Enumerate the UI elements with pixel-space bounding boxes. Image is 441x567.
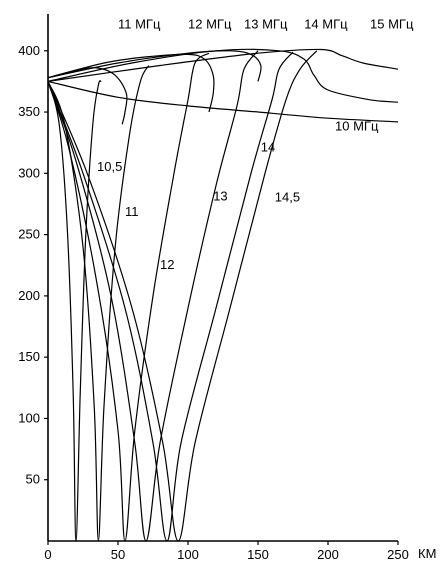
series-label-10: 14 МГц — [304, 17, 348, 32]
x-tick-label: 100 — [177, 547, 199, 562]
series-label-8: 12 МГц — [188, 17, 232, 32]
series-label-2: 12 — [160, 257, 174, 272]
ray-series-8 — [47, 53, 215, 113]
ray-series-2 — [47, 52, 210, 542]
y-tick-label: 100 — [18, 410, 40, 425]
y-tick-label: 200 — [18, 288, 40, 303]
series-label-4: 14 — [261, 139, 275, 154]
axes-layer — [47, 14, 398, 542]
ray-series-9 — [47, 50, 262, 82]
series-label-5: 14,5 — [275, 190, 300, 205]
x-tick-label: 200 — [317, 547, 339, 562]
ray-series-1 — [47, 65, 150, 542]
y-tick-label: 300 — [18, 165, 40, 180]
ray-series-0 — [47, 80, 102, 542]
y-tick-label: 50 — [26, 472, 40, 487]
ray-series-10 — [47, 48, 399, 103]
series-layer — [47, 48, 399, 542]
series-label-7: 11 МГц — [118, 17, 161, 32]
series-label-11: 15 МГц — [370, 17, 414, 32]
ray-series-6 — [47, 80, 399, 123]
ticks-layer: 0 50 100 150 200 250 50 100 150 200 250 300 350 400 — [18, 43, 409, 562]
series-label-3: 13 — [213, 188, 227, 203]
ray-series-11 — [47, 48, 399, 82]
x-axis-label: КМ — [418, 546, 436, 561]
y-tick-label: 400 — [18, 43, 40, 58]
labels-layer: 10,5 11 12 13 14 14,5 10 МГц 11 МГц 12 МГц 13 МГц… — [97, 17, 414, 272]
series-label-9: 13 МГц — [244, 17, 288, 32]
series-label-0: 10,5 — [97, 159, 122, 174]
x-tick-label: 50 — [111, 547, 125, 562]
ray-series-5 — [47, 50, 318, 542]
ray-series-4 — [47, 51, 294, 542]
series-label-1: 11 — [125, 204, 139, 219]
y-tick-label: 350 — [18, 104, 40, 119]
series-label-6: 10 МГц — [335, 118, 379, 133]
ray-series-3 — [47, 50, 259, 542]
y-tick-label: 250 — [18, 227, 40, 242]
x-tick-label: 150 — [247, 547, 269, 562]
x-tick-label: 250 — [387, 547, 409, 562]
y-tick-label: 150 — [18, 349, 40, 364]
x-tick-label: 0 — [44, 547, 51, 562]
